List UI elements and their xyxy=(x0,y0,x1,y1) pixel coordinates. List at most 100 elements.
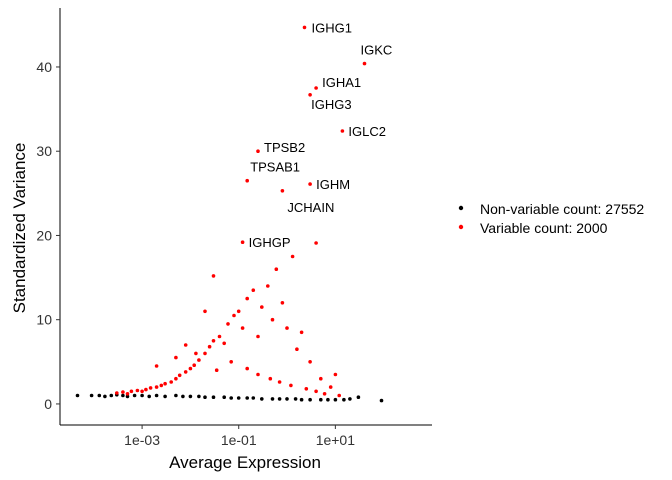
variable-point xyxy=(304,387,309,391)
variable-point xyxy=(337,393,342,398)
variable-point xyxy=(314,241,318,245)
variable-point xyxy=(232,313,236,318)
non-variable-point xyxy=(188,394,193,399)
gene-label: IGKC xyxy=(361,43,393,58)
legend-label: Variable count: 2000 xyxy=(480,220,608,236)
y-tick-label: 0 xyxy=(44,396,52,412)
non-variable-point xyxy=(319,397,323,402)
non-variable-point xyxy=(348,397,352,401)
variable-point xyxy=(280,189,285,193)
x-ticks: 1e-03 1e-01 1e+01 xyxy=(124,425,355,448)
non-variable-point xyxy=(174,393,178,398)
x-axis-title: Average Expression xyxy=(169,453,321,472)
variable-point xyxy=(266,284,270,288)
gene-label: IGHA1 xyxy=(322,75,361,90)
non-variable-point xyxy=(326,397,330,402)
variable-point xyxy=(194,351,198,356)
gene-label: TPSAB1 xyxy=(250,160,300,175)
variable-point xyxy=(308,93,312,97)
non-variable-point xyxy=(260,397,264,401)
variable-point xyxy=(240,240,245,244)
variable-point xyxy=(207,344,212,349)
x-tick-label: 1e+01 xyxy=(316,432,356,448)
variable-point xyxy=(154,385,159,389)
variable-point xyxy=(135,388,140,393)
variable-point xyxy=(280,301,285,305)
non-variable-point xyxy=(285,397,289,401)
variable-point xyxy=(314,86,318,90)
non-variable-point xyxy=(163,394,167,399)
non-variable-point xyxy=(308,397,312,402)
gene-labels-layer: IGHG1 IGKC IGHA1 IGHG3 IGLC2 TPSB2 TPSAB1 IGHM J… xyxy=(249,20,393,250)
non-variable-point xyxy=(140,393,144,398)
variable-point xyxy=(192,363,196,368)
y-tick-label: 40 xyxy=(36,59,52,75)
variable-point xyxy=(302,25,307,30)
gene-label: IGHG1 xyxy=(312,20,352,35)
variable-point xyxy=(290,254,295,259)
variable-point xyxy=(295,347,299,352)
variable-point xyxy=(314,389,318,394)
variable-point xyxy=(159,383,164,388)
variable-point xyxy=(308,182,312,186)
variable-point xyxy=(197,358,201,362)
variable-point xyxy=(144,387,148,392)
variable-point xyxy=(174,355,178,360)
variable-point xyxy=(274,267,279,272)
y-tick-label: 10 xyxy=(36,312,52,328)
variable-point xyxy=(260,305,264,309)
legend-key xyxy=(458,205,464,211)
non-variable-point xyxy=(121,393,125,398)
variable-point xyxy=(240,326,245,330)
non-variable-point xyxy=(333,397,338,402)
x-tick-label: 1e-03 xyxy=(124,432,160,448)
variable-point xyxy=(333,372,338,377)
variable-point xyxy=(226,322,230,326)
y-tick-label: 20 xyxy=(36,227,52,243)
variable-point xyxy=(211,274,216,278)
non-variable-point xyxy=(251,396,256,400)
points-layer xyxy=(75,25,384,403)
variable-point xyxy=(308,360,312,364)
variable-point xyxy=(289,383,293,388)
variable-point xyxy=(319,376,323,381)
variable-point xyxy=(340,129,345,133)
variable-point xyxy=(256,334,260,339)
variable-point xyxy=(245,366,249,371)
variable-point xyxy=(251,288,256,293)
variable-point xyxy=(299,330,304,335)
gene-label: JCHAIN xyxy=(287,200,334,215)
variable-point xyxy=(121,390,125,394)
variable-point xyxy=(169,380,173,384)
variable-point xyxy=(129,389,134,394)
y-axis-title: Standardized Variance xyxy=(10,143,29,314)
non-variable-point xyxy=(229,396,233,400)
variable-point xyxy=(222,341,226,346)
variable-point xyxy=(270,317,275,322)
non-variable-point xyxy=(75,393,80,398)
x-tick-label: 1e-01 xyxy=(221,432,257,448)
y-tick-label: 30 xyxy=(36,143,52,159)
non-variable-point xyxy=(236,396,241,400)
non-variable-point xyxy=(356,395,361,400)
non-variable-point xyxy=(299,397,304,402)
non-variable-point xyxy=(147,394,151,399)
variable-point xyxy=(245,296,249,301)
non-variable-point xyxy=(154,393,159,398)
variable-point xyxy=(183,343,188,347)
non-variable-point xyxy=(197,394,201,399)
gene-label: TPSB2 xyxy=(264,140,305,155)
non-variable-point xyxy=(181,394,185,399)
non-variable-point xyxy=(211,395,216,400)
variable-point xyxy=(214,368,219,373)
non-variable-point xyxy=(109,393,114,398)
non-variable-point xyxy=(222,395,226,400)
legend-key xyxy=(458,224,464,230)
gene-label: IGHGP xyxy=(249,235,291,250)
variable-point xyxy=(211,339,216,343)
non-variable-point xyxy=(245,396,249,400)
y-ticks: 0 10 20 30 40 xyxy=(36,59,60,412)
legend-label: Non-variable count: 27552 xyxy=(480,201,644,217)
gene-label: IGHM xyxy=(316,177,350,192)
